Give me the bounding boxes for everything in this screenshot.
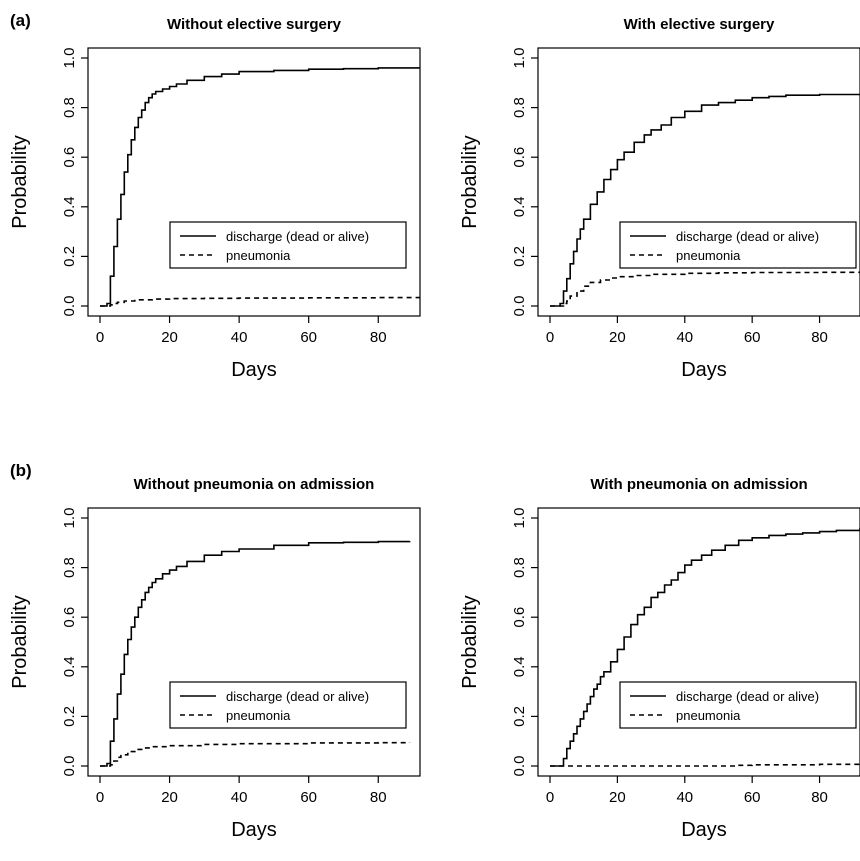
y-tick-label: 0.2 [511, 706, 528, 727]
legend-box [169, 221, 407, 269]
chart-title: Without elective surgery [167, 16, 342, 33]
y-tick-label: 0.0 [511, 756, 528, 777]
series-line-pneumonia [550, 271, 860, 307]
x-tick-label: 60 [300, 329, 317, 346]
y-tick-label: 1.0 [61, 508, 78, 529]
y-axis-label: Probability [459, 595, 481, 688]
y-tick-label: 0.4 [511, 196, 528, 217]
y-tick-label: 0.4 [61, 196, 78, 217]
series-line-discharge [550, 93, 860, 307]
x-tick-label: 20 [609, 329, 626, 346]
plot-frame [87, 507, 421, 777]
legend-entry: discharge (dead or alive) [226, 689, 369, 704]
y-tick-label: 0.0 [61, 296, 78, 317]
x-axis-label: Days [681, 359, 727, 381]
y-tick-label: 0.0 [61, 756, 78, 777]
y-tick-label: 0.8 [61, 97, 78, 118]
x-tick-label: 0 [546, 789, 554, 806]
legend-entry: pneumonia [676, 708, 741, 723]
legend-entry: discharge (dead or alive) [676, 689, 819, 704]
chart-title: With pneumonia on admission [590, 476, 807, 493]
legend-box [619, 221, 857, 269]
y-axis-label: Probability [459, 135, 481, 228]
x-tick-label: 20 [161, 329, 178, 346]
y-tick-label: 0.2 [511, 246, 528, 267]
x-tick-label: 20 [609, 789, 626, 806]
y-tick-label: 0.6 [511, 147, 528, 168]
chart-without-pneumonia-on-admission: Without pneumonia on admission 0 20 40 60 80 0… [9, 476, 421, 841]
legend-entry: discharge (dead or alive) [676, 229, 819, 244]
y-tick-label: 1.0 [511, 508, 528, 529]
series-line-pneumonia [550, 763, 860, 767]
plot-frame [537, 47, 860, 317]
x-tick-label: 60 [744, 329, 761, 346]
legend-entry: discharge (dead or alive) [226, 229, 369, 244]
x-tick-label: 0 [546, 329, 554, 346]
x-tick-label: 0 [96, 329, 104, 346]
x-tick-label: 60 [744, 789, 761, 806]
y-tick-label: 0.2 [61, 706, 78, 727]
legend-entry: pneumonia [226, 708, 291, 723]
y-tick-label: 0.6 [61, 607, 78, 628]
chart-without-elective-surgery: Without elective surgery 0 20 40 60 80 0.0 0.2 0… [9, 16, 421, 381]
y-tick-label: 1.0 [61, 48, 78, 69]
x-tick-label: 80 [811, 789, 828, 806]
chart-title: With elective surgery [624, 16, 775, 33]
x-tick-label: 80 [811, 329, 828, 346]
x-tick-label: 40 [231, 329, 248, 346]
series-line-discharge [550, 527, 860, 767]
y-tick-label: 0.2 [61, 246, 78, 267]
chart-with-elective-surgery: With elective surgery 0 20 40 60 80 0.0 0.2 0.4 0… [459, 16, 860, 381]
y-tick-label: 0.8 [511, 97, 528, 118]
x-tick-label: 40 [676, 329, 693, 346]
legend-box [169, 681, 407, 729]
x-tick-label: 40 [676, 789, 693, 806]
panel-label-b: (b) [10, 461, 32, 480]
chart-with-pneumonia-on-admission: With pneumonia on admission 0 20 40 60 80 0.0 0… [459, 476, 860, 841]
y-axis-label: Probability [9, 595, 31, 688]
y-tick-label: 0.8 [61, 557, 78, 578]
x-tick-label: 80 [370, 789, 387, 806]
x-tick-label: 80 [370, 329, 387, 346]
y-tick-label: 0.6 [511, 607, 528, 628]
legend-entry: pneumonia [676, 248, 741, 263]
series-line-discharge [100, 540, 411, 767]
y-tick-label: 0.4 [511, 656, 528, 677]
legend-entry: pneumonia [226, 248, 291, 263]
x-axis-label: Days [231, 819, 277, 841]
x-tick-label: 40 [231, 789, 248, 806]
plot-frame [537, 507, 860, 777]
series-line-pneumonia [100, 296, 420, 307]
series-line-discharge [100, 67, 420, 307]
x-tick-label: 0 [96, 789, 104, 806]
plot-frame [87, 47, 421, 317]
x-axis-label: Days [681, 819, 727, 841]
chart-title: Without pneumonia on admission [134, 476, 375, 493]
x-axis-label: Days [231, 359, 277, 381]
y-tick-label: 0.4 [61, 656, 78, 677]
x-tick-label: 20 [161, 789, 178, 806]
y-tick-label: 0.8 [511, 557, 528, 578]
y-tick-label: 1.0 [511, 48, 528, 69]
legend-box [619, 681, 857, 729]
y-tick-label: 0.6 [61, 147, 78, 168]
y-axis-label: Probability [9, 135, 31, 228]
y-tick-label: 0.0 [511, 296, 528, 317]
series-line-pneumonia [100, 741, 411, 767]
panel-label-a: (a) [10, 11, 31, 30]
x-tick-label: 60 [300, 789, 317, 806]
